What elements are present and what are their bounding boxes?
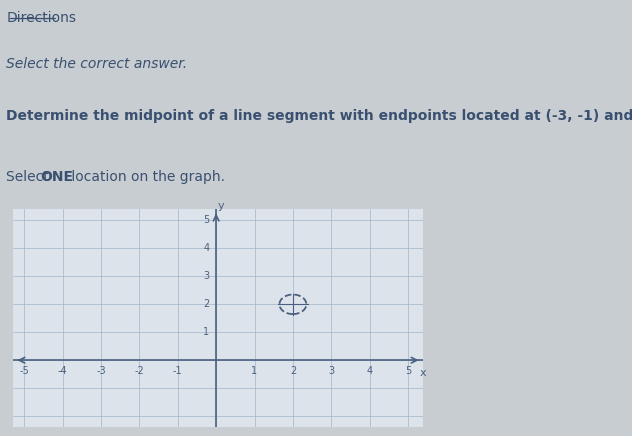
Text: 5: 5	[203, 215, 209, 225]
Text: 3: 3	[328, 366, 334, 376]
Text: 5: 5	[405, 366, 411, 376]
Text: x: x	[420, 368, 426, 378]
Text: -2: -2	[135, 366, 144, 376]
Text: 3: 3	[203, 271, 209, 281]
Text: -4: -4	[58, 366, 68, 376]
Text: -1: -1	[173, 366, 183, 376]
Text: y: y	[218, 201, 224, 211]
Text: 4: 4	[367, 366, 373, 376]
Text: Select the correct answer.: Select the correct answer.	[6, 57, 188, 71]
Text: Directions: Directions	[6, 11, 76, 25]
Text: Select: Select	[6, 170, 54, 184]
Text: 1: 1	[203, 327, 209, 337]
Text: 4: 4	[203, 243, 209, 253]
Text: 2: 2	[290, 366, 296, 376]
Text: 2: 2	[203, 299, 209, 309]
Text: Determine the midpoint of a line segment with endpoints located at (-3, -1) and : Determine the midpoint of a line segment…	[6, 109, 632, 123]
Text: ONE: ONE	[40, 170, 73, 184]
Text: 1: 1	[252, 366, 258, 376]
Text: -3: -3	[96, 366, 106, 376]
Text: location on the graph.: location on the graph.	[67, 170, 225, 184]
Text: -5: -5	[20, 366, 29, 376]
